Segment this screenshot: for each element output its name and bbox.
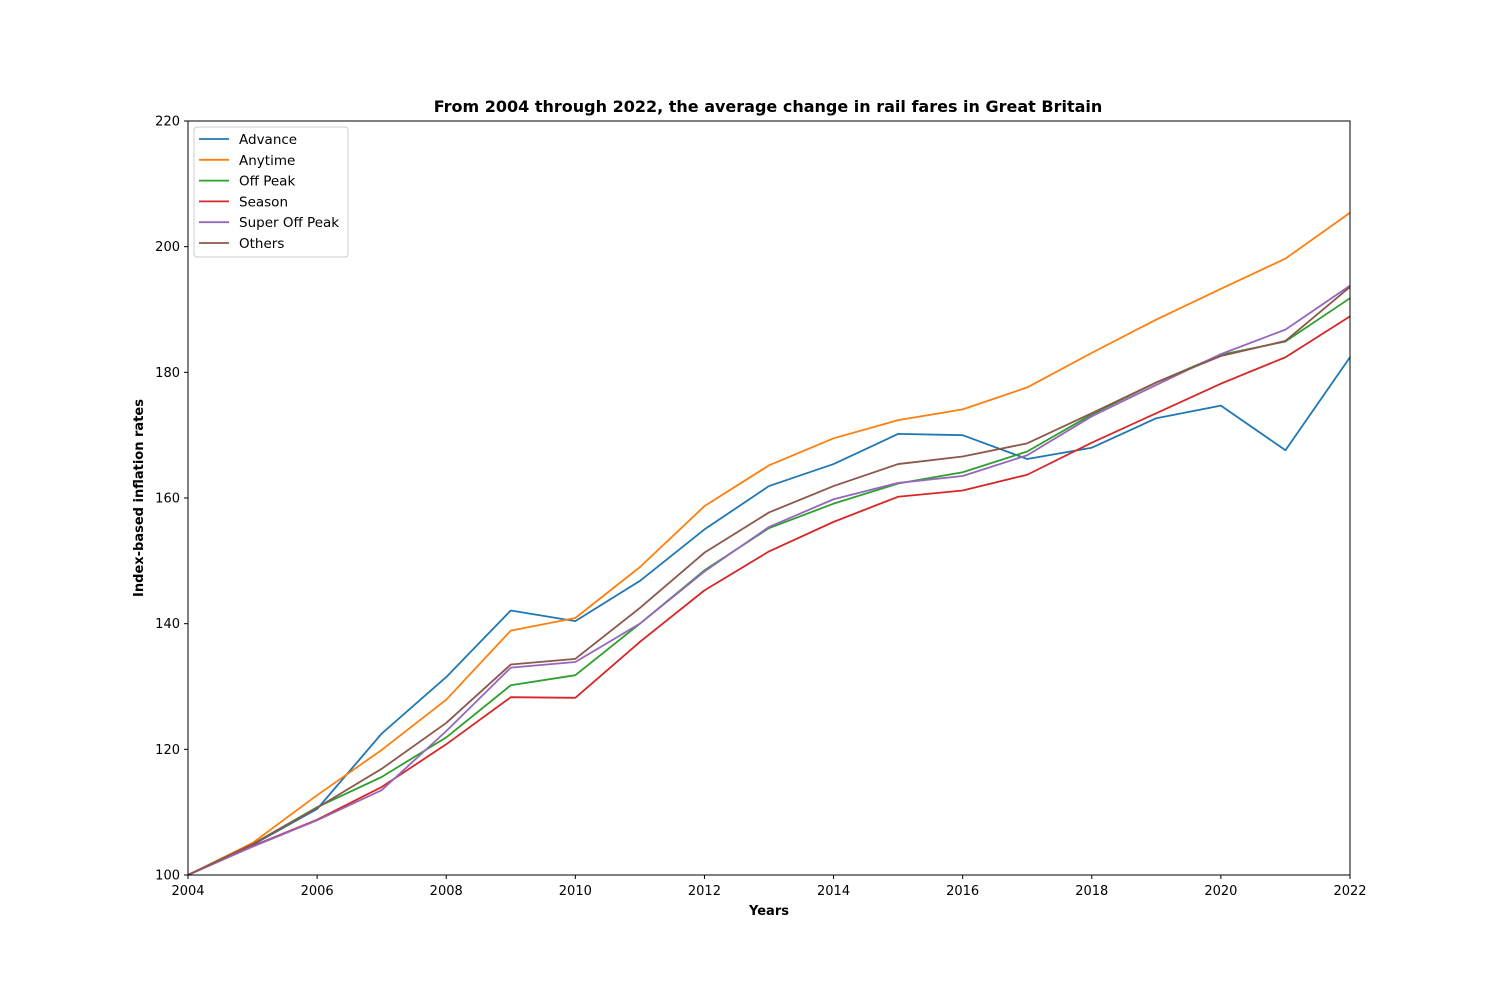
legend-label-off-peak: Off Peak	[239, 174, 295, 190]
chart-title: From 2004 through 2022, the average chan…	[434, 97, 1103, 116]
legend-label-others: Others	[239, 236, 284, 252]
y-tick-label: 160	[155, 492, 180, 507]
x-axis-title: Years	[748, 904, 789, 919]
series-line-anytime	[187, 212, 1351, 876]
legend-label-season: Season	[239, 194, 288, 210]
series-line-super-off-peak	[187, 284, 1351, 876]
series-line-season	[187, 315, 1351, 876]
series-line-advance	[187, 356, 1351, 876]
x-tick-label: 2010	[559, 884, 592, 899]
legend-label-advance: Advance	[239, 132, 297, 148]
x-tick-label: 2006	[301, 884, 334, 899]
series-line-others	[187, 286, 1351, 876]
legend-box	[193, 126, 349, 258]
x-tick-label: 2022	[1333, 884, 1366, 899]
y-tick-label: 200	[155, 240, 180, 255]
legend: Advance Anytime Off Peak Season Super Off Pe…	[193, 126, 349, 258]
series-layer	[187, 212, 1351, 876]
x-tick-label: 2004	[171, 884, 204, 899]
y-tick-label: 120	[155, 743, 180, 758]
legend-label-super-off-peak: Super Off Peak	[239, 215, 339, 231]
x-tick-label: 2018	[1075, 884, 1108, 899]
y-tick-label: 220	[155, 115, 180, 130]
legend-label-anytime: Anytime	[239, 153, 295, 169]
x-tick-label: 2016	[946, 884, 979, 899]
x-axis: 2004 2006 2008 2010 2012 2014 2016 2018 2020 2022	[171, 875, 1367, 899]
y-axis-title: Index-based inflation rates	[132, 399, 147, 597]
y-tick-label: 140	[155, 617, 180, 632]
y-tick-label: 180	[155, 366, 180, 381]
x-tick-label: 2012	[688, 884, 721, 899]
x-tick-label: 2014	[817, 884, 850, 899]
x-tick-label: 2008	[430, 884, 463, 899]
y-tick-label: 100	[155, 869, 180, 884]
y-axis: 100 120 140 160 180 200 220	[155, 115, 188, 884]
x-tick-label: 2020	[1204, 884, 1237, 899]
